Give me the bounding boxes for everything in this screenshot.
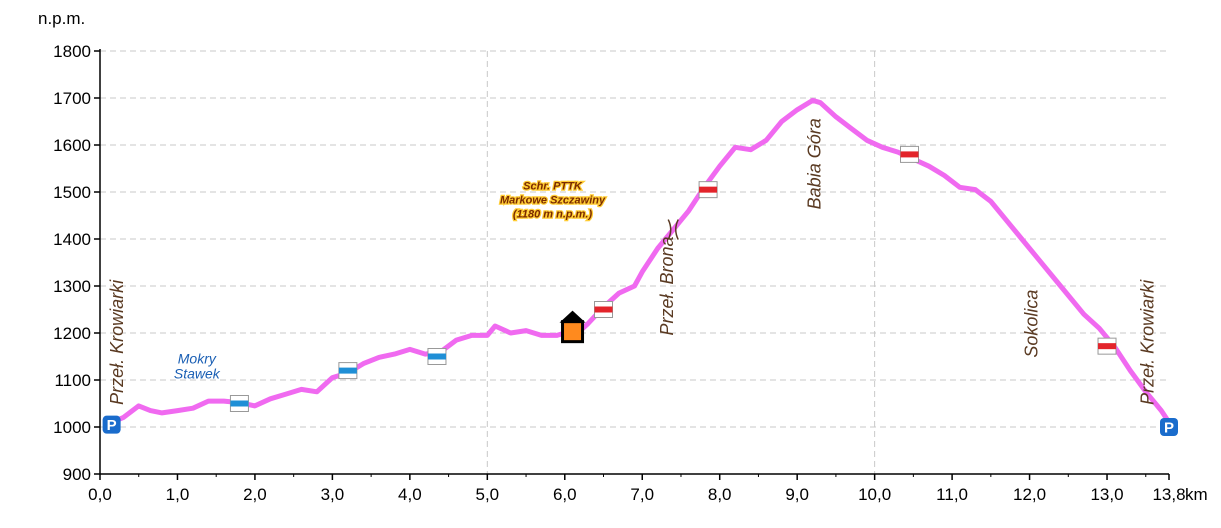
y-tick-label: 1000 <box>53 418 91 437</box>
pass-arc-right <box>674 219 679 240</box>
x-tick-label: 8,0 <box>708 485 732 504</box>
parking-icon-glyph: P <box>107 417 117 434</box>
x-tick-label: 12,0 <box>1013 485 1046 504</box>
x-tick-label: 13,0 <box>1090 485 1123 504</box>
mountain-pass-icon <box>667 219 679 240</box>
elevation-line <box>109 97 1172 425</box>
place-label: Przeł. Krowiarki <box>107 279 127 405</box>
hut-icon-roof <box>559 310 586 323</box>
blue-trail-marker <box>427 348 447 365</box>
pass-arc-left <box>667 219 672 240</box>
blue-trail-marker-stripe <box>338 367 357 374</box>
y-tick-label: 1500 <box>53 183 91 202</box>
place-label: Przeł. Brona <box>657 236 677 335</box>
red-trail-marker <box>698 181 718 199</box>
x-tick-label: 6,0 <box>553 485 577 504</box>
x-tick-label: 10,0 <box>858 485 891 504</box>
hut-label: (1180 m n.p.m.) <box>513 209 593 221</box>
place-label: Babia Góra <box>804 118 824 209</box>
y-axis-label: n.p.m. <box>38 9 85 28</box>
blue-trail-marker <box>338 362 358 380</box>
parking-icon-bg <box>1160 418 1178 436</box>
parking-icon: P <box>102 415 121 434</box>
red-trail-marker <box>1097 337 1117 355</box>
x-axis-unit: km <box>1185 485 1208 504</box>
x-tick-label: 11,0 <box>936 485 968 504</box>
red-trail-marker <box>594 301 614 318</box>
hut-icon <box>559 310 586 344</box>
red-trail-marker-stripe <box>594 306 613 313</box>
red-trail-marker-stripe <box>699 186 718 193</box>
x-tick-label: 0,0 <box>88 485 112 504</box>
y-tick-label: 1800 <box>53 42 91 61</box>
x-tick-label: 5,0 <box>475 485 499 504</box>
x-tick-label: 1,0 <box>166 485 190 504</box>
axes: 900 1000 1100 1200 1300 1400 1500 1600 1700 1800 0… <box>53 42 1185 504</box>
y-tick-label: 1200 <box>53 324 91 343</box>
red-trail-marker-stripe <box>1098 343 1117 350</box>
lake-label: Stawek <box>174 366 221 382</box>
x-tick-label: 4,0 <box>398 485 422 504</box>
y-tick-label: 900 <box>63 465 91 484</box>
hut-label: Markowe Szczawiny <box>500 195 606 207</box>
x-tick-label: 2,0 <box>243 485 267 504</box>
x-tick-label: 7,0 <box>630 485 654 504</box>
x-tick-label: 3,0 <box>321 485 345 504</box>
y-tick-label: 1400 <box>53 230 91 249</box>
parking-icon-glyph: P <box>1164 420 1174 437</box>
grid <box>100 50 1169 474</box>
lake-label: Mokry <box>178 351 217 367</box>
parking-icon-bg <box>102 415 121 434</box>
parking-icon: P <box>1160 418 1178 437</box>
hut-label: Schr. PTTK <box>523 181 583 193</box>
x-tick-label: 13,8 <box>1152 485 1185 504</box>
place-label: Sokolica <box>1021 290 1041 358</box>
annotations: Przeł. Krowiarki Przeł. Brona Babia Góra So… <box>107 118 1157 405</box>
y-tick-label: 1100 <box>54 371 91 390</box>
red-trail-marker-stripe <box>900 151 919 158</box>
y-tick-label: 1700 <box>53 89 91 108</box>
x-tick-label: 9,0 <box>785 485 809 504</box>
y-tick-label: 1600 <box>53 136 91 155</box>
blue-trail-marker <box>229 395 249 412</box>
red-trail-marker <box>899 145 919 163</box>
hut-icon-body <box>561 320 585 344</box>
blue-trail-marker-stripe <box>230 400 249 407</box>
y-tick-label: 1300 <box>53 277 91 296</box>
place-label: Przeł. Krowiarki <box>1138 279 1158 405</box>
blue-trail-marker-stripe <box>427 353 446 360</box>
